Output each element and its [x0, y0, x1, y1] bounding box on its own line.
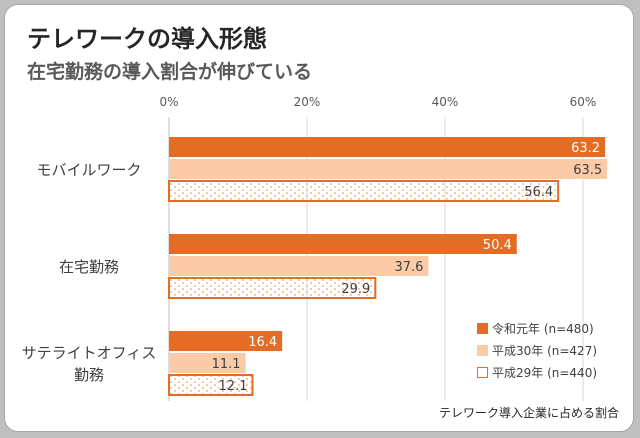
bar: [169, 137, 606, 157]
data-label: 11.1: [212, 357, 241, 372]
bar: [169, 159, 608, 179]
bar-chart: 0% 20% 40% 60% モバイルワーク 63.2 63.5 56.4 在宅勤務 50.4 37…: [22, 95, 608, 401]
data-label: 29.9: [341, 282, 370, 297]
chart-subtitle: 在宅勤務の導入割合が伸びている: [27, 61, 313, 83]
data-label: 37.6: [394, 260, 423, 275]
bar: [169, 353, 246, 373]
legend-swatch-heisei30: [477, 344, 488, 356]
category-label: 勤務: [74, 366, 104, 384]
bar: [169, 234, 517, 254]
bar: [168, 277, 377, 299]
data-label: 12.1: [219, 379, 248, 394]
chart-card: テレワークの導入形態 在宅勤務の導入割合が伸びている 0% 20% 40% 60% モバ…: [4, 4, 634, 432]
legend-label-reiwa1: 令和元年 (n=480): [492, 321, 594, 336]
legend: 令和元年 (n=480) 平成30年 (n=427) 平成29年 (n=440): [477, 317, 597, 383]
legend-label-heisei30: 平成30年 (n=427): [492, 343, 598, 358]
legend-swatch-reiwa1: [477, 322, 488, 334]
category-label: 在宅勤務: [59, 258, 119, 276]
chart-title: テレワークの導入形態: [27, 25, 267, 53]
data-label: 63.2: [571, 141, 600, 156]
bar: [169, 256, 429, 276]
x-tick-label: 40%: [432, 95, 459, 109]
x-tick-label: 0%: [159, 95, 178, 109]
bar: [168, 374, 254, 396]
legend-item-heisei29: 平成29年 (n=440): [477, 361, 597, 383]
footnote: テレワーク導入企業に占める割合: [438, 406, 619, 420]
data-label: 16.4: [248, 335, 277, 350]
bar: [168, 180, 560, 202]
data-label: 63.5: [573, 163, 602, 178]
category-label: サテライトオフィス: [22, 344, 157, 362]
data-label: 56.4: [524, 185, 553, 200]
data-label: 50.4: [483, 238, 512, 253]
x-tick-label: 60%: [570, 95, 597, 109]
x-tick-label: 20%: [294, 95, 321, 109]
category-label: モバイルワーク: [36, 161, 141, 179]
legend-item-heisei30: 平成30年 (n=427): [477, 339, 597, 361]
legend-item-reiwa1: 令和元年 (n=480): [477, 317, 597, 339]
bar: [169, 331, 283, 351]
legend-label-heisei29: 平成29年 (n=440): [492, 365, 598, 380]
legend-swatch-heisei29: [477, 366, 488, 378]
